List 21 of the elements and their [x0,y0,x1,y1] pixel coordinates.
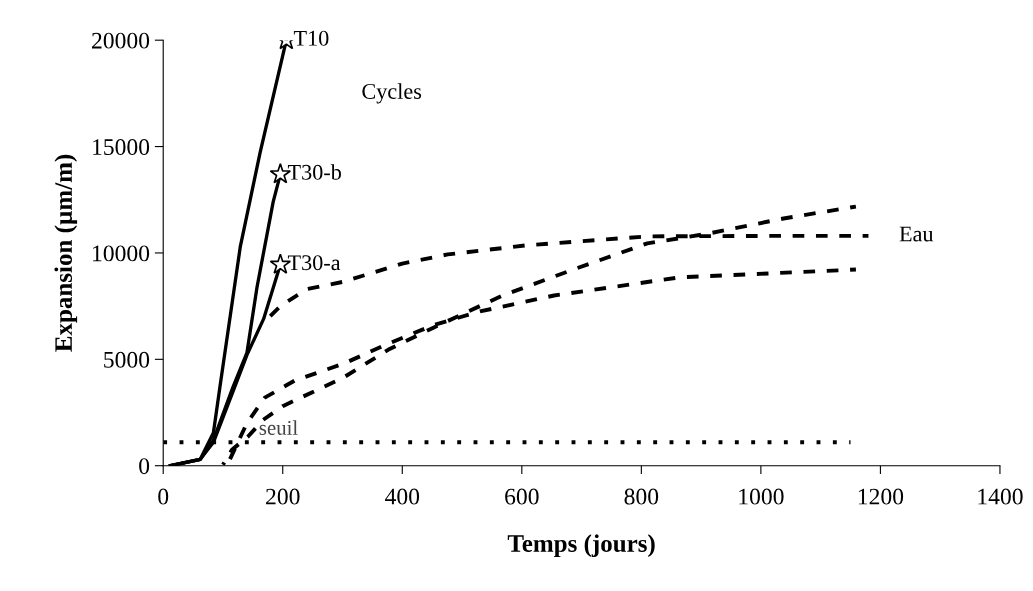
x-tick-label: 1400 [978,488,1023,505]
series-label: T30-a [287,255,341,271]
y-tick-label: 15000 [93,139,150,155]
x-tick-label: 1000 [739,488,784,505]
y-tick-label: 10000 [93,245,150,262]
y-axis-title: Expansion (µm/m) [54,154,78,352]
y-tick-label: 20000 [92,32,150,49]
annotation: Cycles [362,83,422,104]
x-tick-label: 400 [385,488,420,505]
y-tick-label: 0 [139,458,150,475]
series-label: seuil [259,420,298,435]
x-tick-label: 1200 [858,488,904,505]
x-tick-label: 800 [624,488,659,505]
series-label: T10 [293,30,329,46]
x-tick-label: 200 [266,488,300,505]
series-label: T30-b [287,164,341,180]
y-tick-label: 5000 [104,351,150,368]
x-tick-label: 0 [158,488,169,505]
x-tick-label: 600 [505,488,539,505]
x-axis-title: Temps (jours) [507,534,655,558]
annotation: Eau [899,226,934,242]
